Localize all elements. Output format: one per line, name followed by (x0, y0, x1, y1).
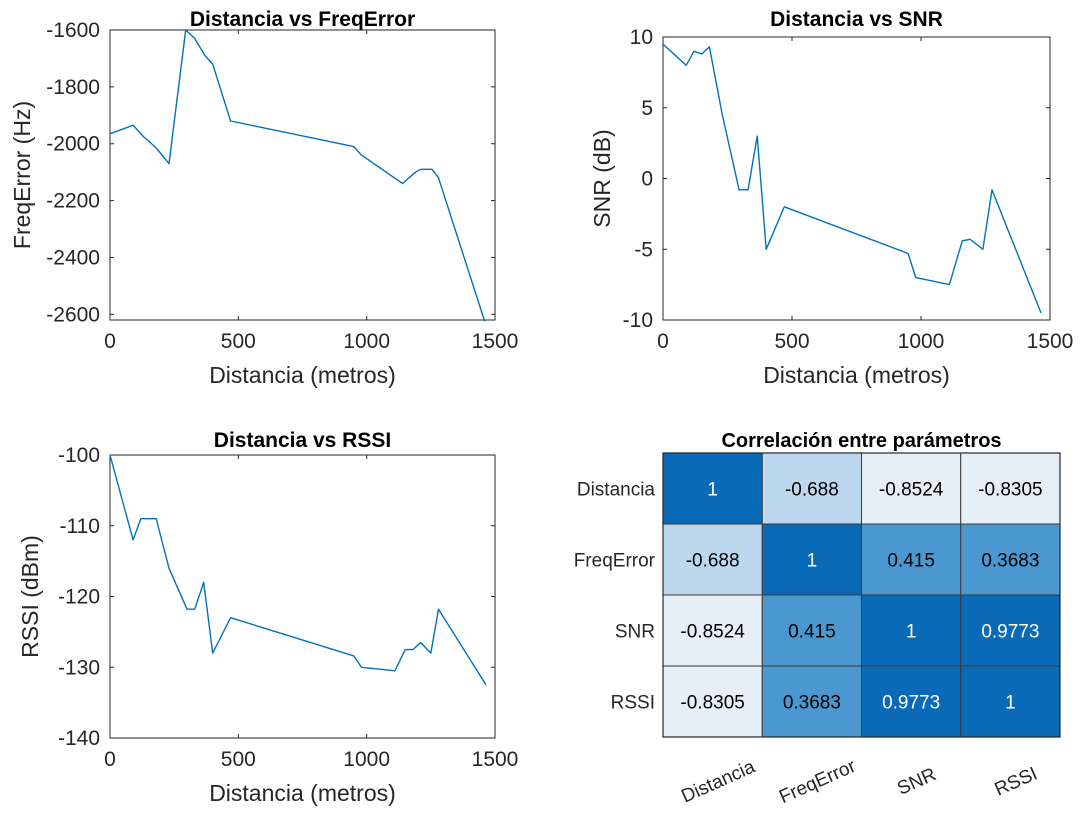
y-axis-label: SNR (dB) (589, 129, 615, 227)
x-tick-label: 1500 (472, 748, 519, 771)
heatmap-cell (960, 523, 1061, 596)
data-line-1 (109, 454, 487, 686)
line-chart-1: 0 500 1000 1500 -1600 -1800 -2000 -2200 -2400 -26… (9, 8, 518, 388)
heatmap-cell-value: 0.415 (788, 622, 836, 643)
heatmap-cell (761, 523, 862, 596)
x-tick-label: 1000 (898, 330, 945, 353)
heatmap-cell-value: 0.3683 (981, 551, 1039, 572)
y-axis-label: RSSI (dBm) (17, 535, 43, 658)
y-tick-label: -2000 (46, 133, 100, 156)
heatmap-cell-value: -0.8524 (879, 480, 944, 501)
heatmap-row-label: FreqError (574, 551, 656, 572)
heatmap-cell-value: 0.3683 (783, 693, 841, 714)
heatmap-cell-value: -0.8524 (680, 622, 745, 643)
heatmap-cell (761, 452, 862, 525)
x-tick-label: 1000 (343, 330, 390, 353)
correlation-heatmap: 1 -0.688 -0.8524 -0.8305 -0.688 1 0.415 0.3683 -… (574, 430, 1061, 809)
x-axis-label: Distancia (metros) (209, 780, 396, 806)
heatmap-title: Correlación entre parámetros (721, 430, 1001, 452)
data-line-1 (662, 43, 1042, 314)
heatmap-row-label: RSSI (611, 693, 655, 714)
plot-area (109, 454, 496, 739)
heatmap-row-label: Distancia (577, 480, 656, 501)
line-chart-3: 0 500 1000 1500 -100 -110 -120 -130 -140 Distanci… (17, 429, 518, 806)
x-tick-label: 500 (221, 748, 256, 771)
x-tick-label: 1000 (343, 748, 390, 771)
y-tick-label: -1800 (46, 76, 100, 99)
y-tick-label: -2200 (46, 190, 100, 213)
heatmap-cell (662, 452, 763, 525)
line-chart-2: 0 500 1000 1500 10 5 0 -5 -10 Distancia vs SNR Dis… (589, 8, 1073, 388)
x-tick-label: 0 (104, 748, 116, 771)
plot-area (662, 36, 1051, 321)
heatmap-cell (861, 452, 962, 525)
y-tick-label: -100 (58, 444, 100, 467)
y-tick-label: -1600 (46, 19, 100, 42)
heatmap-cell (861, 523, 962, 596)
y-tick-label: 5 (641, 97, 653, 120)
heatmap-cell-value: 0.9773 (981, 622, 1039, 643)
heatmap-cell-value: 1 (707, 480, 718, 501)
heatmap-cell (761, 594, 862, 667)
y-tick-label: -130 (58, 656, 100, 679)
heatmap-cell (662, 594, 763, 667)
heatmap-cell (861, 665, 962, 738)
heatmap-column-label: Distancia (678, 756, 758, 807)
chart-title: Distancia vs FreqError (190, 8, 415, 31)
heatmap-column-label: SNR (894, 764, 939, 800)
heatmap-cell-value: 1 (807, 551, 818, 572)
y-tick-label: -110 (60, 515, 100, 538)
y-tick-label: -140 (58, 727, 100, 750)
x-tick-label: 0 (657, 330, 669, 353)
heatmap-cell-value: 1 (906, 622, 917, 643)
heatmap-row-label: SNR (615, 622, 655, 643)
heatmap-column-label: FreqError (776, 756, 859, 809)
y-tick-label: 0 (641, 168, 653, 191)
heatmap-cell-value: -0.8305 (680, 693, 744, 714)
y-tick-label: -2600 (46, 303, 100, 326)
plot-area (109, 29, 496, 321)
x-tick-label: 0 (104, 330, 116, 353)
heatmap-cell (861, 594, 962, 667)
chart-title: Distancia vs RSSI (214, 429, 391, 452)
heatmap-cell-value: -0.688 (686, 551, 740, 572)
y-tick-label: -2400 (46, 246, 100, 269)
y-axis-label: FreqError (Hz) (9, 101, 35, 249)
heatmap-cell-value: 1 (1005, 693, 1016, 714)
y-tick-label: -5 (634, 238, 653, 261)
heatmap-column-label: RSSI (992, 763, 1041, 800)
x-tick-label: 500 (774, 330, 809, 353)
chart-title: Distancia vs SNR (770, 8, 943, 31)
data-line-1 (109, 29, 486, 322)
x-tick-label: 500 (221, 330, 256, 353)
heatmap-cell-value: 0.9773 (882, 693, 940, 714)
x-axis-label: Distancia (metros) (763, 362, 950, 388)
y-tick-label: 10 (630, 26, 653, 49)
y-tick-label: -10 (623, 309, 653, 332)
heatmap-cell (960, 452, 1061, 525)
heatmap-cell-value: -0.688 (785, 480, 839, 501)
heatmap-cell (662, 523, 763, 596)
heatmap-frame (662, 452, 1061, 738)
y-tick-label: -120 (58, 586, 100, 609)
x-tick-label: 1500 (1027, 330, 1074, 353)
heatmap-cell-value: -0.8305 (978, 480, 1042, 501)
x-tick-label: 1500 (472, 330, 519, 353)
x-axis-label: Distancia (metros) (209, 362, 396, 388)
heatmap-cell-value: 0.415 (887, 551, 935, 572)
